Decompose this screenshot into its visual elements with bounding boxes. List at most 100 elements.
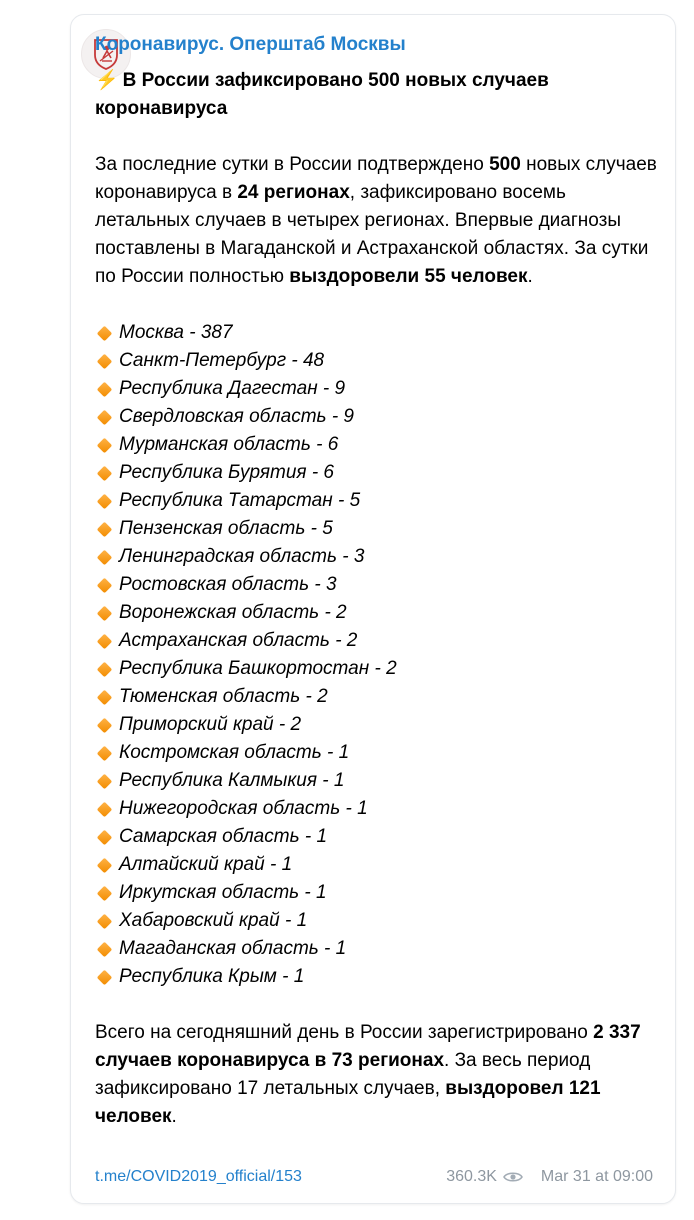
orange-diamond-icon: [96, 605, 112, 621]
region-text: Республика Крым - 1: [119, 966, 305, 987]
region-text: Хабаровский край - 1: [119, 910, 308, 931]
region-item: Алтайский край - 1: [95, 851, 665, 879]
region-item: Воронежская область - 2: [95, 599, 665, 627]
region-text: Ростовская область - 3: [119, 574, 337, 595]
orange-diamond-icon: [96, 493, 112, 509]
region-item: Тюменская область - 2: [95, 683, 665, 711]
region-text: Республика Бурятия - 6: [119, 462, 335, 483]
orange-diamond-icon: [96, 633, 112, 649]
region-item: Магаданская область - 1: [95, 935, 665, 963]
post-title: ⚡ В России зафиксировано 500 новых случае…: [95, 67, 665, 123]
region-text: Воронежская область - 2: [119, 602, 347, 623]
high-voltage-icon: ⚡: [95, 70, 119, 91]
bold-fragment: выздоровел 121 человек: [95, 1078, 601, 1127]
bold-fragment: 500: [489, 154, 521, 175]
region-item: Хабаровский край - 1: [95, 907, 665, 935]
orange-diamond-icon: [96, 409, 112, 425]
region-item: Самарская область - 1: [95, 823, 665, 851]
orange-diamond-icon: [96, 437, 112, 453]
message-footer: t.me/COVID2019_official/153 360.3K Mar 3…: [95, 1165, 653, 1189]
region-item: Иркутская область - 1: [95, 879, 665, 907]
region-text: Нижегородская область - 1: [119, 798, 368, 819]
region-text: Ленинградская область - 3: [119, 546, 365, 567]
text-fragment: Всего на сегодняшний день в России зарег…: [95, 1022, 594, 1043]
text-fragment: За последние сутки в России подтверждено: [95, 154, 490, 175]
channel-name[interactable]: Коронавирус. Оперштаб Москвы: [95, 34, 406, 55]
bold-fragment: выздоровели 55 человек: [289, 266, 528, 287]
orange-diamond-icon: [96, 941, 112, 957]
region-text: Санкт-Петербург - 48: [119, 350, 325, 371]
orange-diamond-icon: [96, 661, 112, 677]
region-item: Республика Бурятия - 6: [95, 459, 665, 487]
text-fragment: . За весь период зафиксировано 17 леталь…: [95, 1050, 591, 1099]
region-text: Тюменская область - 2: [119, 686, 328, 707]
region-list: Москва - 387 Санкт-Петербург - 48 Республи…: [95, 319, 665, 991]
region-text: Самарская область - 1: [119, 826, 328, 847]
paragraph-total: Всего на сегодняшний день в России зарег…: [95, 1019, 665, 1131]
region-text: Иркутская область - 1: [119, 882, 327, 903]
moscow-coat-of-arms-icon: [94, 39, 118, 70]
orange-diamond-icon: [96, 857, 112, 873]
post-link[interactable]: t.me/COVID2019_official/153: [95, 1168, 302, 1185]
region-item: Республика Крым - 1: [95, 963, 665, 991]
region-item: Пензенская область - 5: [95, 515, 665, 543]
orange-diamond-icon: [96, 381, 112, 397]
region-text: Москва - 387: [119, 322, 233, 343]
orange-diamond-icon: [96, 521, 112, 537]
orange-diamond-icon: [96, 969, 112, 985]
bold-fragment: 24 регионах: [237, 182, 350, 203]
text-fragment: .: [171, 1106, 177, 1127]
region-item: Нижегородская область - 1: [95, 795, 665, 823]
post-title-text: В России зафиксировано 500 новых случаев…: [95, 70, 549, 119]
orange-diamond-icon: [96, 913, 112, 929]
orange-diamond-icon: [96, 325, 112, 341]
region-item: Ленинградская область - 3: [95, 543, 665, 571]
orange-diamond-icon: [96, 549, 112, 565]
region-text: Республика Дагестан - 9: [119, 378, 346, 399]
region-item: Приморский край - 2: [95, 711, 665, 739]
region-text: Алтайский край - 1: [119, 854, 293, 875]
orange-diamond-icon: [96, 353, 112, 369]
region-text: Приморский край - 2: [119, 714, 302, 735]
region-item: Республика Калмыкия - 1: [95, 767, 665, 795]
region-text: Магаданская область - 1: [119, 938, 347, 959]
region-item: Москва - 387: [95, 319, 665, 347]
region-item: Свердловская область - 9: [95, 403, 665, 431]
region-item: Костромская область - 1: [95, 739, 665, 767]
orange-diamond-icon: [96, 745, 112, 761]
orange-diamond-icon: [96, 829, 112, 845]
orange-diamond-icon: [96, 465, 112, 481]
region-text: Мурманская область - 6: [119, 434, 339, 455]
region-item: Ростовская область - 3: [95, 571, 665, 599]
orange-diamond-icon: [96, 773, 112, 789]
region-text: Республика Татарстан - 5: [119, 490, 361, 511]
text-fragment: , зафиксировано восемь летальных случаев…: [95, 182, 649, 287]
view-count: 360.3K: [446, 1168, 541, 1186]
region-text: Пензенская область - 5: [119, 518, 333, 539]
region-text: Республика Башкортостан - 2: [119, 658, 397, 679]
region-text: Астраханская область - 2: [119, 630, 358, 651]
region-item: Республика Башкортостан - 2: [95, 655, 665, 683]
orange-diamond-icon: [96, 717, 112, 733]
bold-fragment: 2 337 случаев коронавируса в 73 регионах: [95, 1022, 641, 1071]
channel-avatar[interactable]: [81, 29, 131, 79]
region-text: Костромская область - 1: [119, 742, 350, 763]
region-text: Свердловская область - 9: [119, 406, 354, 427]
paragraph-summary: За последние сутки в России подтверждено…: [95, 151, 665, 291]
orange-diamond-icon: [96, 885, 112, 901]
text-fragment: новых случаев коронавируса в: [95, 154, 657, 203]
view-count-value: 360.3K: [446, 1168, 497, 1185]
region-item: Республика Дагестан - 9: [95, 375, 665, 403]
text-fragment: .: [527, 266, 533, 287]
message-content: Коронавирус. Оперштаб Москвы ⚡ В России з…: [95, 33, 665, 1131]
region-item: Республика Татарстан - 5: [95, 487, 665, 515]
orange-diamond-icon: [96, 801, 112, 817]
post-date[interactable]: Mar 31 at 09:00: [540, 1168, 653, 1185]
orange-diamond-icon: [96, 689, 112, 705]
message-card: Коронавирус. Оперштаб Москвы ⚡ В России з…: [70, 14, 676, 1204]
eye-icon: [502, 1171, 523, 1183]
region-text: Республика Калмыкия - 1: [119, 770, 345, 791]
orange-diamond-icon: [96, 577, 112, 593]
region-item: Мурманская область - 6: [95, 431, 665, 459]
region-item: Астраханская область - 2: [95, 627, 665, 655]
